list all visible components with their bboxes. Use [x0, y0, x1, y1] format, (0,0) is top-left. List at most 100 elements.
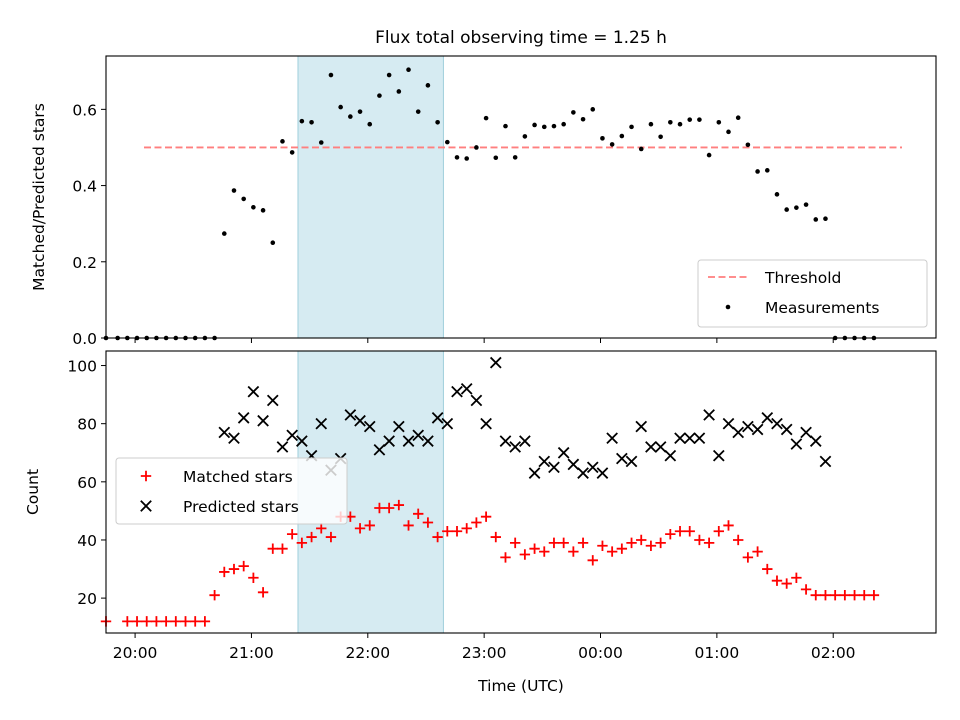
- data-point: [794, 205, 799, 210]
- legend-measurements-label: Measurements: [765, 299, 880, 317]
- data-point: [694, 534, 705, 546]
- data-point: [771, 575, 783, 586]
- data-point: [348, 114, 353, 119]
- x-tick-label: 00:00: [578, 644, 623, 662]
- data-point: [431, 412, 444, 424]
- legend-box: [697, 259, 928, 328]
- x-tick-label: 21:00: [229, 644, 274, 662]
- data-point: [849, 590, 860, 601]
- data-point: [241, 196, 246, 202]
- y-tick-label: 20: [77, 590, 97, 608]
- data-point: [363, 420, 376, 433]
- data-point: [619, 133, 625, 139]
- data-point: [480, 511, 492, 522]
- data-point: [328, 72, 334, 78]
- data-point: [122, 616, 133, 627]
- data-point: [774, 192, 780, 197]
- data-point: [509, 537, 521, 549]
- data-point: [703, 537, 715, 549]
- legend-measurements-swatch: [725, 304, 731, 310]
- data-point: [403, 520, 414, 531]
- data-point: [732, 426, 745, 439]
- y-tick-label: 40: [77, 532, 97, 550]
- data-point: [664, 449, 677, 462]
- data-point: [209, 590, 220, 601]
- legend-box: [115, 457, 348, 525]
- data-point: [819, 455, 832, 468]
- data-point: [357, 109, 363, 114]
- data-point: [270, 240, 276, 246]
- data-point: [635, 420, 648, 433]
- data-point: [344, 409, 357, 421]
- data-point: [519, 549, 531, 560]
- data-point: [600, 136, 605, 141]
- data-point: [839, 590, 851, 601]
- data-point: [131, 616, 143, 627]
- data-point: [687, 117, 693, 122]
- data-point: [325, 531, 337, 543]
- data-point: [464, 156, 470, 161]
- y-axis-label: Matched/Predicted stars: [30, 103, 48, 291]
- data-point: [764, 168, 770, 173]
- data-point: [354, 523, 366, 534]
- data-point: [548, 537, 560, 549]
- data-point: [636, 534, 647, 546]
- x-tick-label: 01:00: [695, 644, 740, 662]
- data-point: [655, 537, 666, 549]
- data-point: [859, 590, 870, 601]
- data-point: [374, 502, 385, 514]
- data-point: [406, 67, 411, 73]
- series-measurements: [103, 67, 877, 341]
- data-point: [648, 121, 654, 127]
- data-point: [260, 208, 266, 213]
- data-point: [723, 520, 734, 531]
- data-point: [629, 124, 634, 130]
- data-point: [257, 414, 269, 427]
- data-point: [266, 394, 279, 407]
- data-point: [228, 563, 240, 575]
- data-point: [674, 432, 686, 445]
- data-point: [751, 423, 764, 436]
- data-point: [393, 499, 405, 511]
- data-point: [551, 123, 557, 129]
- data-point: [415, 109, 421, 114]
- data-point: [471, 517, 482, 528]
- data-point: [315, 417, 328, 430]
- data-point: [425, 83, 431, 88]
- top-panel: 0.0 0.2 0.4 0.6 Matched/Predicted stars Thres…: [30, 55, 937, 348]
- y-tick-label: 100: [67, 358, 97, 376]
- data-point: [762, 563, 773, 575]
- data-point: [500, 552, 511, 563]
- x-axis-label: Time (UTC): [477, 677, 564, 695]
- data-point: [755, 169, 760, 174]
- data-point: [286, 429, 299, 442]
- legend-predicted-swatch: [140, 500, 152, 512]
- data-point: [454, 155, 460, 160]
- x-tick-label: 20:00: [113, 644, 158, 662]
- data-point: [422, 435, 434, 447]
- data-point: [580, 116, 586, 122]
- data-point: [810, 590, 821, 601]
- data-point: [665, 528, 676, 540]
- data-point: [697, 117, 702, 122]
- y-tick-label: 0.0: [72, 330, 97, 348]
- data-point: [170, 616, 182, 627]
- data-point: [219, 566, 230, 578]
- data-point: [780, 423, 793, 436]
- data-point: [713, 526, 725, 537]
- data-point: [413, 508, 424, 520]
- data-point: [606, 432, 618, 445]
- data-point: [557, 446, 570, 459]
- data-point: [703, 409, 715, 421]
- data-point: [383, 435, 395, 447]
- y-tick-label: 80: [77, 416, 97, 434]
- data-point: [367, 121, 373, 127]
- data-point: [712, 449, 725, 462]
- data-point: [493, 155, 499, 161]
- data-point: [377, 93, 382, 98]
- x-tick-label: 22:00: [345, 644, 390, 662]
- data-point: [451, 385, 463, 398]
- data-point: [180, 616, 191, 627]
- data-point: [257, 587, 269, 598]
- data-point: [577, 537, 589, 549]
